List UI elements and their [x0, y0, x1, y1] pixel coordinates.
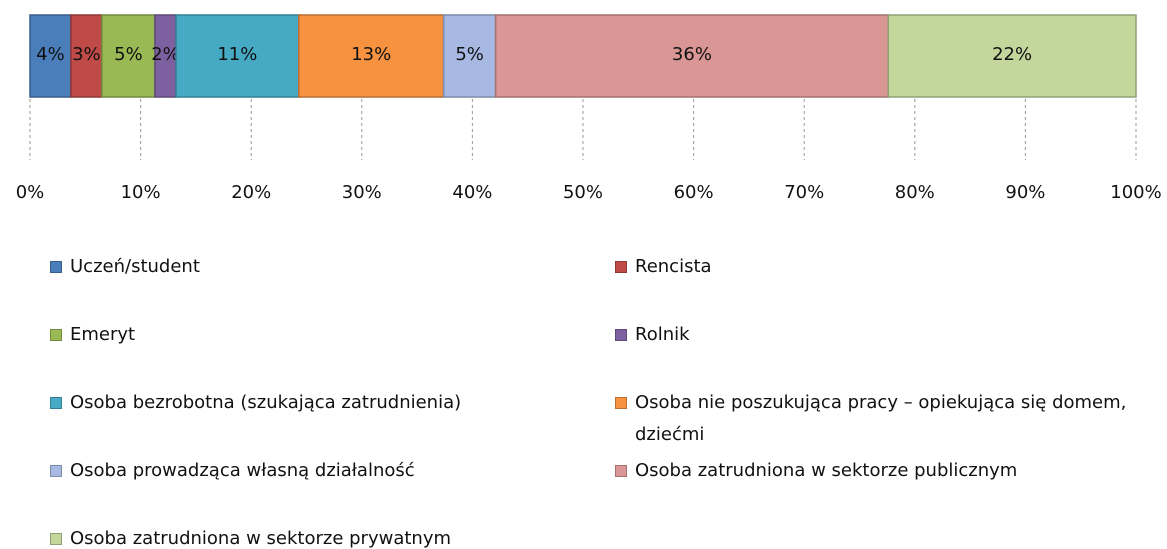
- x-tick-label: 70%: [784, 182, 824, 203]
- legend-item: Osoba zatrudniona w sektorze publicznym: [615, 455, 1145, 487]
- data-label: 13%: [351, 44, 391, 65]
- legend-label: Uczeń/student: [70, 256, 200, 277]
- x-tick-label: 20%: [231, 182, 271, 203]
- x-tick-label: 90%: [1005, 182, 1045, 203]
- legend-item: Uczeń/student: [50, 251, 580, 283]
- data-label: 5%: [114, 44, 143, 65]
- data-label: 36%: [672, 44, 712, 65]
- bar-segment: [494, 14, 890, 98]
- legend-item: Rolnik: [615, 319, 1145, 351]
- legend-item: Osoba prowadząca własną działalność: [50, 455, 580, 487]
- legend-item: Osoba nie poszukująca pracy – opiekująca…: [615, 387, 1145, 451]
- legend-swatch: [50, 533, 62, 545]
- x-tick-label: 0%: [16, 182, 45, 203]
- legend-swatch: [615, 397, 627, 409]
- legend-swatch: [615, 261, 627, 273]
- legend-swatch: [50, 465, 62, 477]
- legend-swatch: [615, 465, 627, 477]
- legend-label: Rencista: [635, 256, 712, 277]
- legend-label: Osoba zatrudniona w sektorze publicznym: [635, 460, 1018, 481]
- chart: 0% 10% 20% 30% 40% 50% 60% 70% 80% 90% 100% 4% 3% 5% 2…: [16, 14, 1162, 203]
- legend-label: Osoba prowadząca własną działalność: [70, 460, 415, 481]
- bar-segment: [175, 14, 300, 98]
- bar-segment: [70, 14, 103, 98]
- legend-item: Emeryt: [50, 319, 580, 351]
- bar-segment: [29, 14, 72, 98]
- data-label: 4%: [36, 44, 65, 65]
- x-tick-label: 80%: [895, 182, 935, 203]
- x-tick-label: 100%: [1110, 182, 1161, 203]
- x-tick-label: 40%: [452, 182, 492, 203]
- legend-item: Osoba zatrudniona w sektorze prywatnym: [50, 523, 580, 549]
- x-tick-label: 10%: [121, 182, 161, 203]
- legend-swatch: [615, 329, 627, 341]
- data-label: 3%: [72, 44, 101, 65]
- legend-label: Osoba bezrobotna (szukająca zatrudnienia…: [70, 392, 462, 413]
- x-tick-label: 30%: [342, 182, 382, 203]
- legend-label: Osoba zatrudniona w sektorze prywatnym: [70, 528, 452, 549]
- bar-segment: [887, 14, 1137, 98]
- legend-item: Osoba bezrobotna (szukająca zatrudnienia…: [50, 387, 580, 419]
- data-label: 11%: [217, 44, 257, 65]
- legend-swatch: [50, 329, 62, 341]
- x-tick-label: 50%: [563, 182, 603, 203]
- legend-swatch: [50, 397, 62, 409]
- data-label: 2%: [151, 44, 180, 65]
- legend-label: Rolnik: [635, 324, 690, 345]
- legend-label: Osoba nie poszukująca pracy – opiekująca…: [635, 392, 1127, 445]
- data-label: 22%: [992, 44, 1032, 65]
- x-tick-label: 60%: [674, 182, 714, 203]
- legend-item: Rencista: [615, 251, 1145, 283]
- data-label: 5%: [455, 44, 484, 65]
- legend-label: Emeryt: [70, 324, 136, 345]
- legend-swatch: [50, 261, 62, 273]
